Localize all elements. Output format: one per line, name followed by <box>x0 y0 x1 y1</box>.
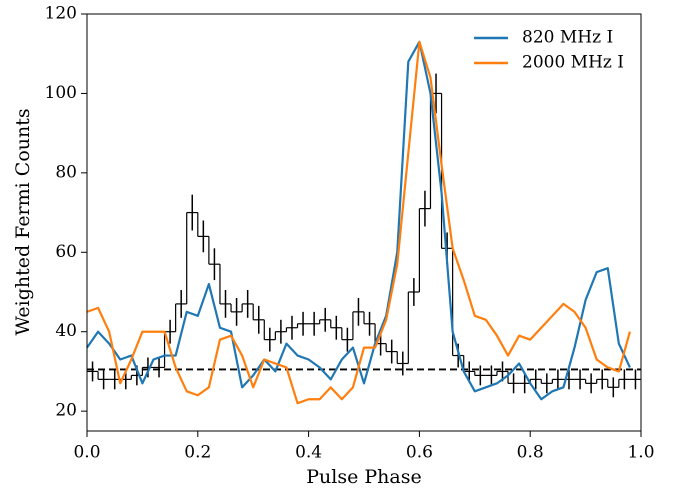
y-tick-label: 120 <box>45 4 77 24</box>
plot-frame <box>86 13 642 432</box>
y-tick-label: 80 <box>55 162 77 182</box>
y-tick-label: 20 <box>55 401 77 421</box>
x-tick-label: 0.0 <box>73 443 100 463</box>
legend-label: 2000 MHz I <box>522 53 624 73</box>
x-axis-label: Pulse Phase <box>306 466 421 488</box>
y-tick-label: 100 <box>45 83 77 103</box>
y-tick-label: 40 <box>55 321 77 341</box>
y-tick-label: 60 <box>55 242 77 262</box>
legend-label: 820 MHz I <box>522 28 613 48</box>
y-axis-label: Weighted Fermi Counts <box>12 108 34 335</box>
x-tick-label: 1.0 <box>627 443 654 463</box>
x-tick-label: 0.8 <box>517 443 544 463</box>
x-tick-label: 0.4 <box>295 443 322 463</box>
x-tick-label: 0.6 <box>406 443 433 463</box>
series-line <box>86 40 631 405</box>
x-tick-label: 0.2 <box>184 443 211 463</box>
